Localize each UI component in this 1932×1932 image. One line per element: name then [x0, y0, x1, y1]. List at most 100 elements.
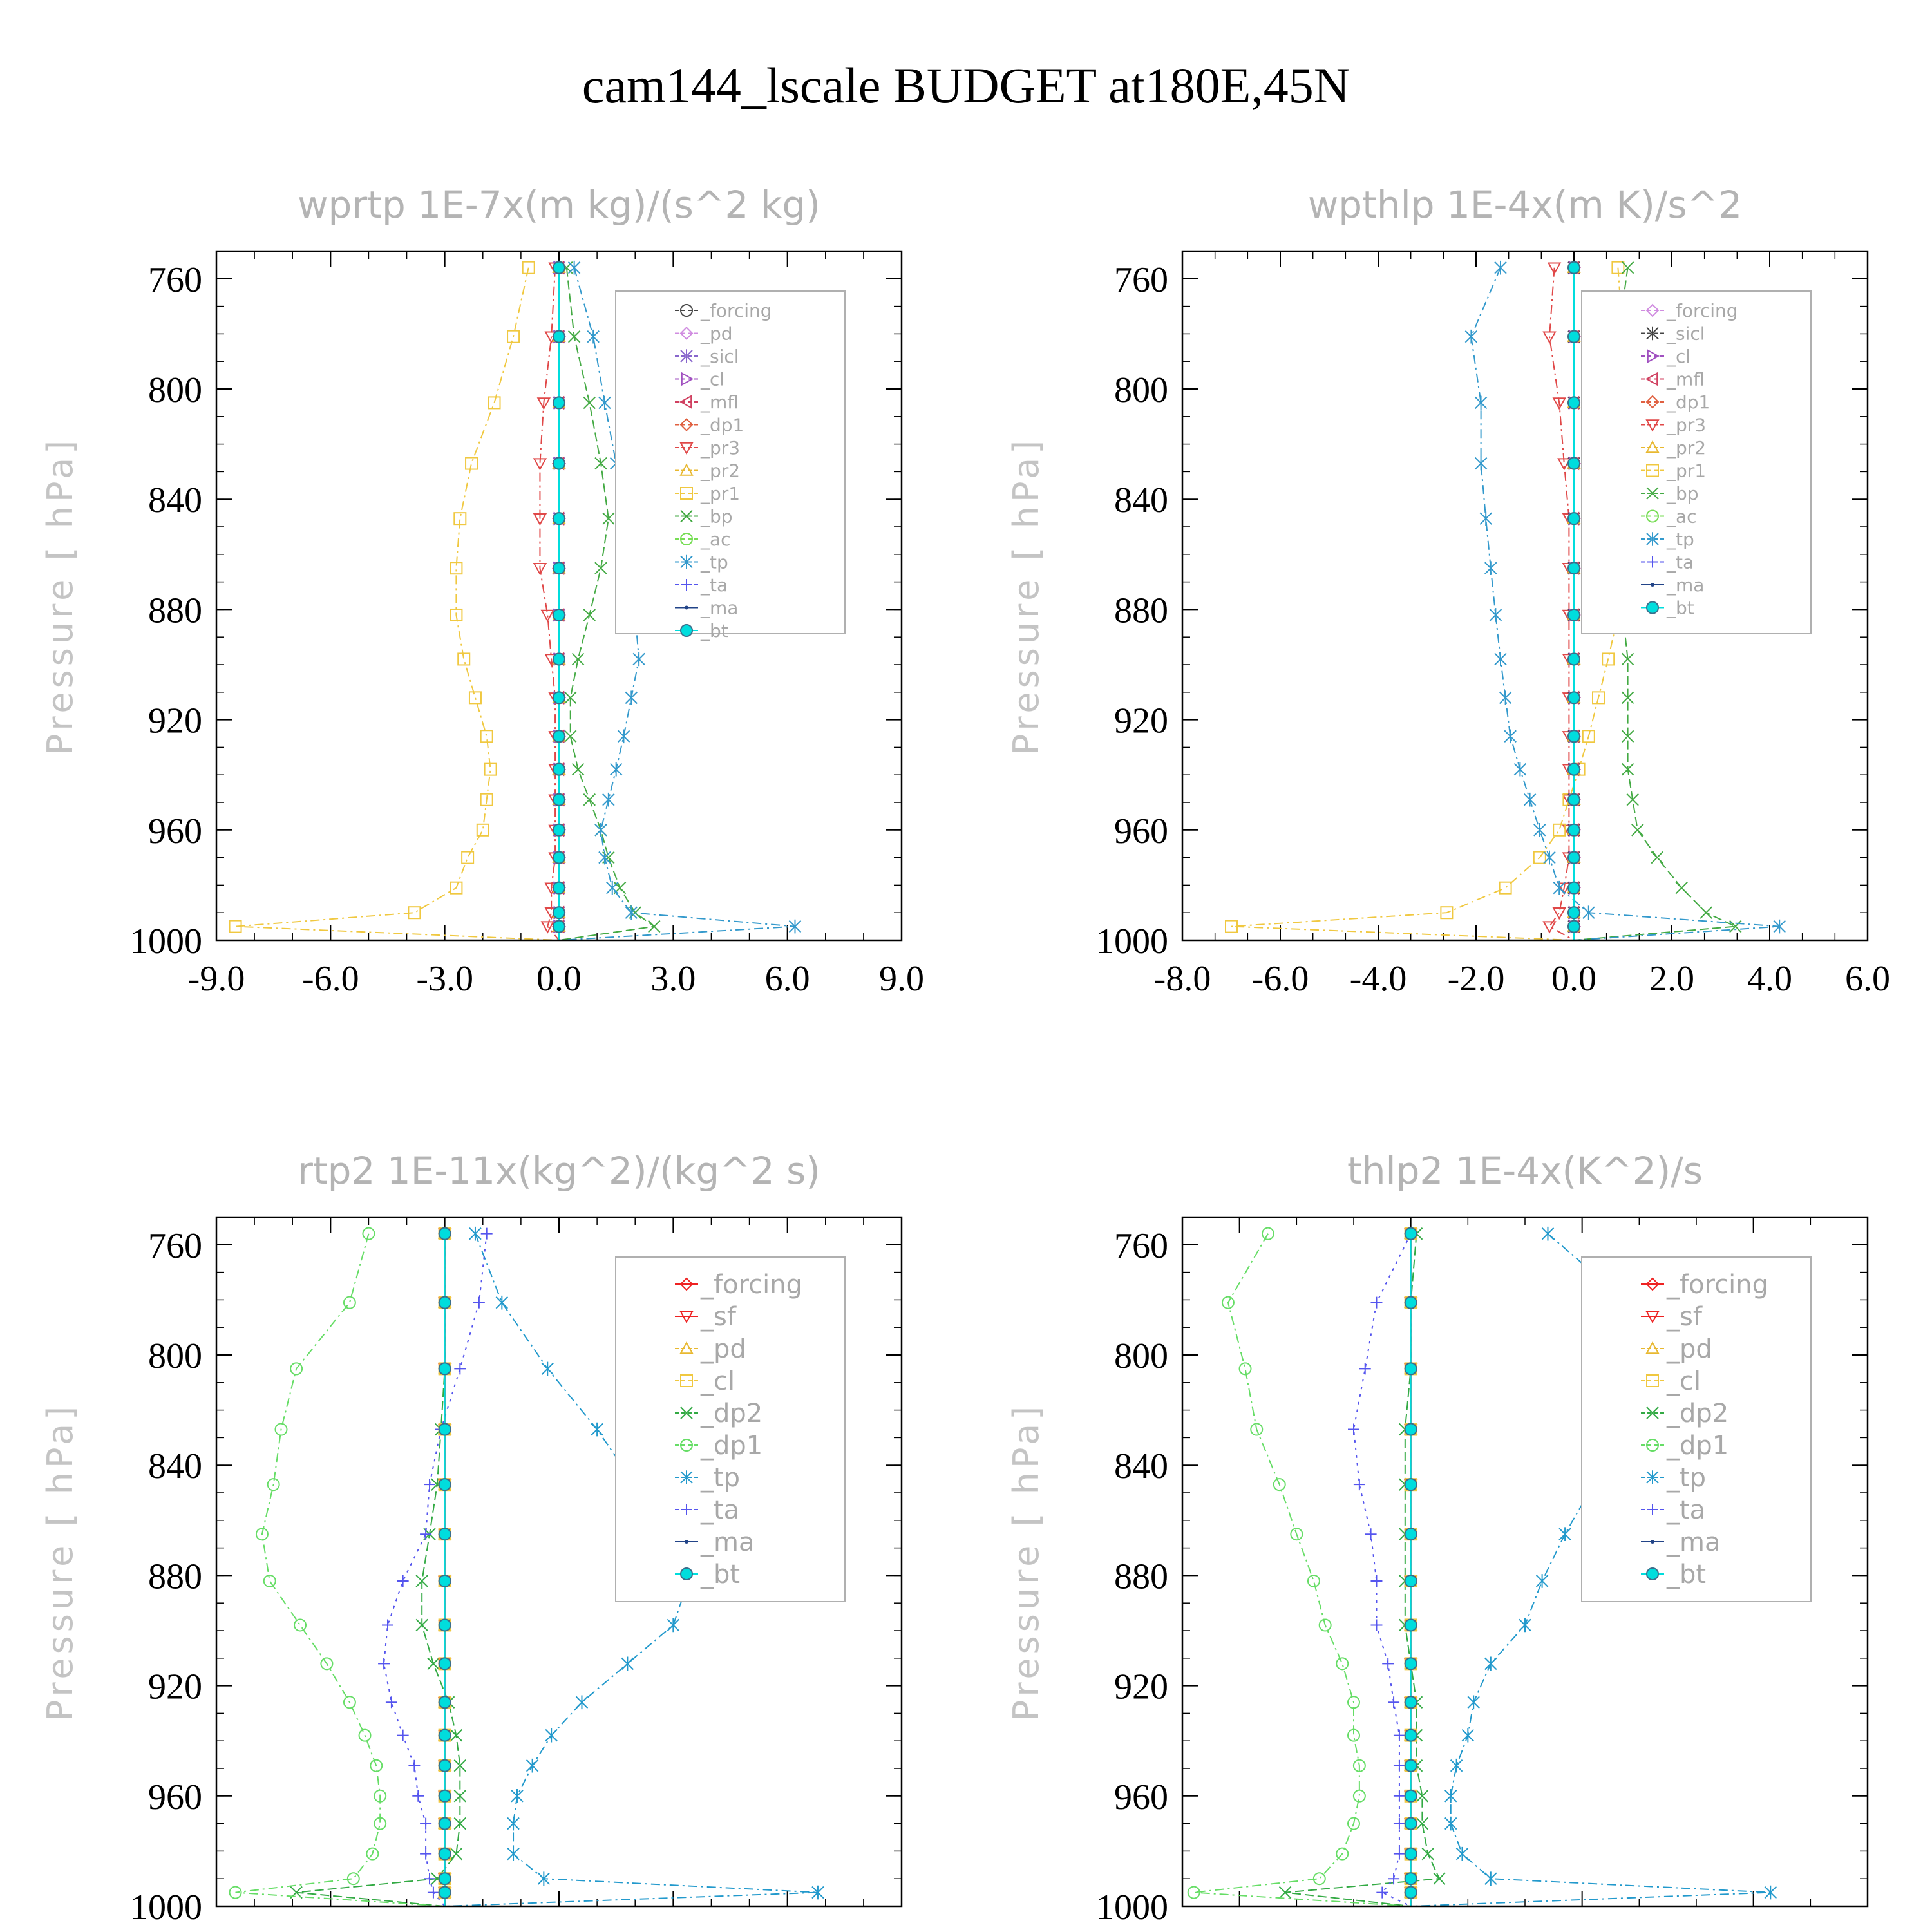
chart-1-legend-box: [1581, 290, 1812, 634]
chart-1-series-bt-point: [1567, 762, 1580, 776]
chart-1-legend-marker: [1645, 395, 1660, 409]
chart-0-legend-marker: [680, 349, 693, 363]
chart-3-series-ta-point: [1393, 1729, 1405, 1741]
chart-2-legend-marker: [680, 1567, 693, 1580]
chart-1-series-tp-point: [1479, 511, 1492, 526]
chart-0-series-tp-point: [617, 729, 630, 744]
chart-0-series-bp-point: [564, 691, 577, 705]
chart-2-series-ta-point: [397, 1729, 409, 1741]
chart-1-legend-marker: [1646, 509, 1659, 523]
chart-1-series-tp-point: [1464, 329, 1478, 344]
chart-0-legend-marker: [680, 304, 693, 317]
chart-0-series-bt-point: [553, 261, 565, 274]
chart-3-xtick-label: 0.00: [1379, 1925, 1443, 1932]
chart-1-ytick-label: 880: [1114, 591, 1168, 630]
chart-0-series-bp-point: [583, 609, 596, 621]
chart-1-ytick-label: 960: [1114, 811, 1168, 851]
chart-2-series-ta-point: [420, 1817, 432, 1830]
chart-0-legend-marker: [680, 624, 693, 637]
chart-2-series-tp-point: [507, 1846, 520, 1861]
chart-1-series-tp-point: [1523, 792, 1537, 807]
chart-3-series-bt-point: [1404, 1657, 1417, 1671]
chart-0-ytick-label: 1000: [130, 922, 202, 961]
chart-1-legend-marker: [1651, 583, 1654, 587]
chart-2-legend-label: _tp: [700, 1463, 740, 1493]
chart-3-series-ta-point: [1393, 1817, 1405, 1830]
chart-1-xtick-label: -2.0: [1448, 959, 1505, 999]
chart-2-series-bt-point: [438, 1872, 451, 1886]
chart-2-series-dp1-point: [343, 1296, 356, 1309]
chart-3-series-ta-point: [1370, 1296, 1383, 1309]
chart-0-legend-label: _pr3: [700, 437, 740, 459]
chart-0-ytick-label: 800: [148, 370, 202, 410]
chart-1-series-bt-point: [1567, 330, 1580, 343]
chart-0-series-bp-point: [564, 730, 577, 743]
chart-3-series-dp2-point: [1421, 1847, 1434, 1861]
chart-0-ytick-label: 960: [148, 811, 202, 851]
chart-2-series-dp2-point: [415, 1575, 428, 1587]
chart-3-series-ta-line: [1352, 1233, 1412, 1907]
chart-0-series-tp-point: [587, 329, 600, 344]
chart-3-legend-marker: [1646, 1470, 1659, 1484]
chart-0-legend-label: _tp: [700, 552, 728, 573]
chart-3-legend-marker: [1647, 1504, 1658, 1515]
chart-2-series-ta-point: [420, 1528, 432, 1540]
chart-3-series-dp1-point: [1273, 1478, 1286, 1492]
chart-0-series-pr3-point: [533, 458, 547, 471]
chart-2-series-bt-point: [438, 1574, 451, 1587]
chart-0-legend-marker: [679, 418, 694, 431]
chart-2-ytick-label: 920: [148, 1667, 202, 1707]
chart-2-series-tp-point: [591, 1422, 603, 1437]
chart-3-legend-label: _forcing: [1666, 1270, 1768, 1300]
chart-0-series-bp-point: [583, 793, 596, 806]
chart-2-series-dp1-line: [235, 1233, 445, 1907]
chart-2-series-tp-point: [507, 1816, 520, 1831]
chart-2-series-dp2-point: [427, 1657, 440, 1671]
chart-0-series-pr1-point: [465, 457, 478, 470]
chart-0-xtick-label: 3.0: [650, 959, 696, 999]
chart-panel-wpthlp: wpthlp 1E-4x(m K)/s^2 Pressure [ hPa] -8.0…: [1006, 183, 1890, 999]
chart-0-ytick-label: 840: [148, 480, 202, 520]
chart-3-series-dp2-point: [1416, 1790, 1429, 1803]
chart-0-legend-marker: [679, 395, 692, 409]
chart-0-series-bt-point: [553, 851, 565, 864]
chart-0-legend-marker: [680, 509, 693, 523]
chart-1-series-bt-point: [1567, 652, 1580, 666]
chart-1-series-tp-point: [1773, 919, 1786, 934]
chart-2-series-dp1-point: [374, 1817, 387, 1830]
chart-3-legend-label: _pd: [1666, 1334, 1712, 1364]
chart-1-xtick-label: 4.0: [1747, 959, 1792, 999]
chart-3-series-ta-point: [1376, 1886, 1388, 1899]
chart-1-series-bt-point: [1567, 512, 1580, 526]
chart-2-series-dp1-point: [346, 1872, 360, 1886]
chart-0-series-tp-point: [625, 905, 638, 920]
chart-3-legend-marker: [1645, 1341, 1660, 1354]
chart-1-series-bt-point: [1567, 608, 1580, 621]
chart-2-series-bt-point: [438, 1423, 451, 1436]
chart-2-legend-marker: [679, 1277, 694, 1291]
chart-1-series-bt-point: [1567, 562, 1580, 575]
chart-2-series-bt-point: [438, 1296, 451, 1309]
chart-2-xtick-label: 0: [436, 1925, 454, 1932]
chart-2-series-dp1-point: [362, 1227, 375, 1240]
chart-panel-wprtp: wprtp 1E-7x(m kg)/(s^2 kg) Pressure [ hPa…: [40, 183, 924, 999]
chart-0-legend-marker: [679, 463, 694, 476]
chart-3-legend-marker: [1645, 1311, 1660, 1324]
chart-2-series-dp1-point: [255, 1528, 269, 1541]
chart-1-series-tp-point: [1484, 561, 1497, 575]
chart-1-title: wpthlp 1E-4x(m K)/s^2: [1308, 183, 1742, 227]
chart-0-series-bp-point: [648, 920, 661, 933]
chart-1-ytick-label: 800: [1114, 370, 1168, 410]
chart-2-series-bt-point: [438, 1696, 451, 1709]
chart-2-series-dp2-point: [450, 1847, 463, 1861]
chart-1-series-tp-point: [1494, 260, 1507, 275]
chart-2-xtick-label: -6: [202, 1925, 232, 1932]
chart-1-legend-marker: [1646, 326, 1659, 341]
chart-3-ytick-label: 840: [1114, 1446, 1168, 1486]
chart-0-ytick-label: 760: [148, 260, 202, 300]
chart-0-legend-label: _ta: [700, 574, 728, 596]
chart-0-series-pr1-point: [408, 906, 421, 920]
chart-0-series-tp-point: [598, 395, 611, 410]
chart-2-ytick-label: 840: [148, 1446, 202, 1486]
chart-3-series-tp-point: [1484, 1871, 1497, 1886]
